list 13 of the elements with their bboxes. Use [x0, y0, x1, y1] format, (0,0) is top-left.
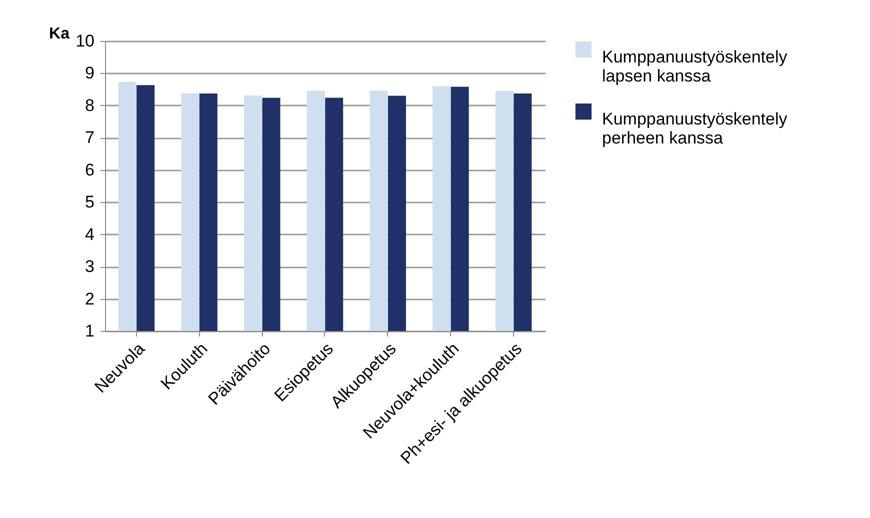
y-tick-label: 7 — [85, 128, 94, 148]
y-tick-label: 2 — [85, 289, 94, 308]
y-tick-label: 5 — [85, 192, 94, 212]
y-axis-title: Ka — [49, 26, 70, 42]
y-tick-label: 9 — [85, 64, 94, 83]
y-tick-label: 10 — [76, 32, 94, 50]
y-tick-label: 6 — [85, 160, 94, 180]
y-tick-label: 1 — [85, 322, 94, 340]
y-tick-label: 4 — [85, 224, 94, 244]
y-tick-label: 8 — [85, 96, 94, 115]
y-tick-label: 3 — [85, 257, 94, 276]
legend-label: Kumppanuustyöskentely lapsen kanssa — [602, 48, 788, 86]
legend-label: Kumppanuustyöskentely perheen kanssa — [602, 110, 788, 148]
